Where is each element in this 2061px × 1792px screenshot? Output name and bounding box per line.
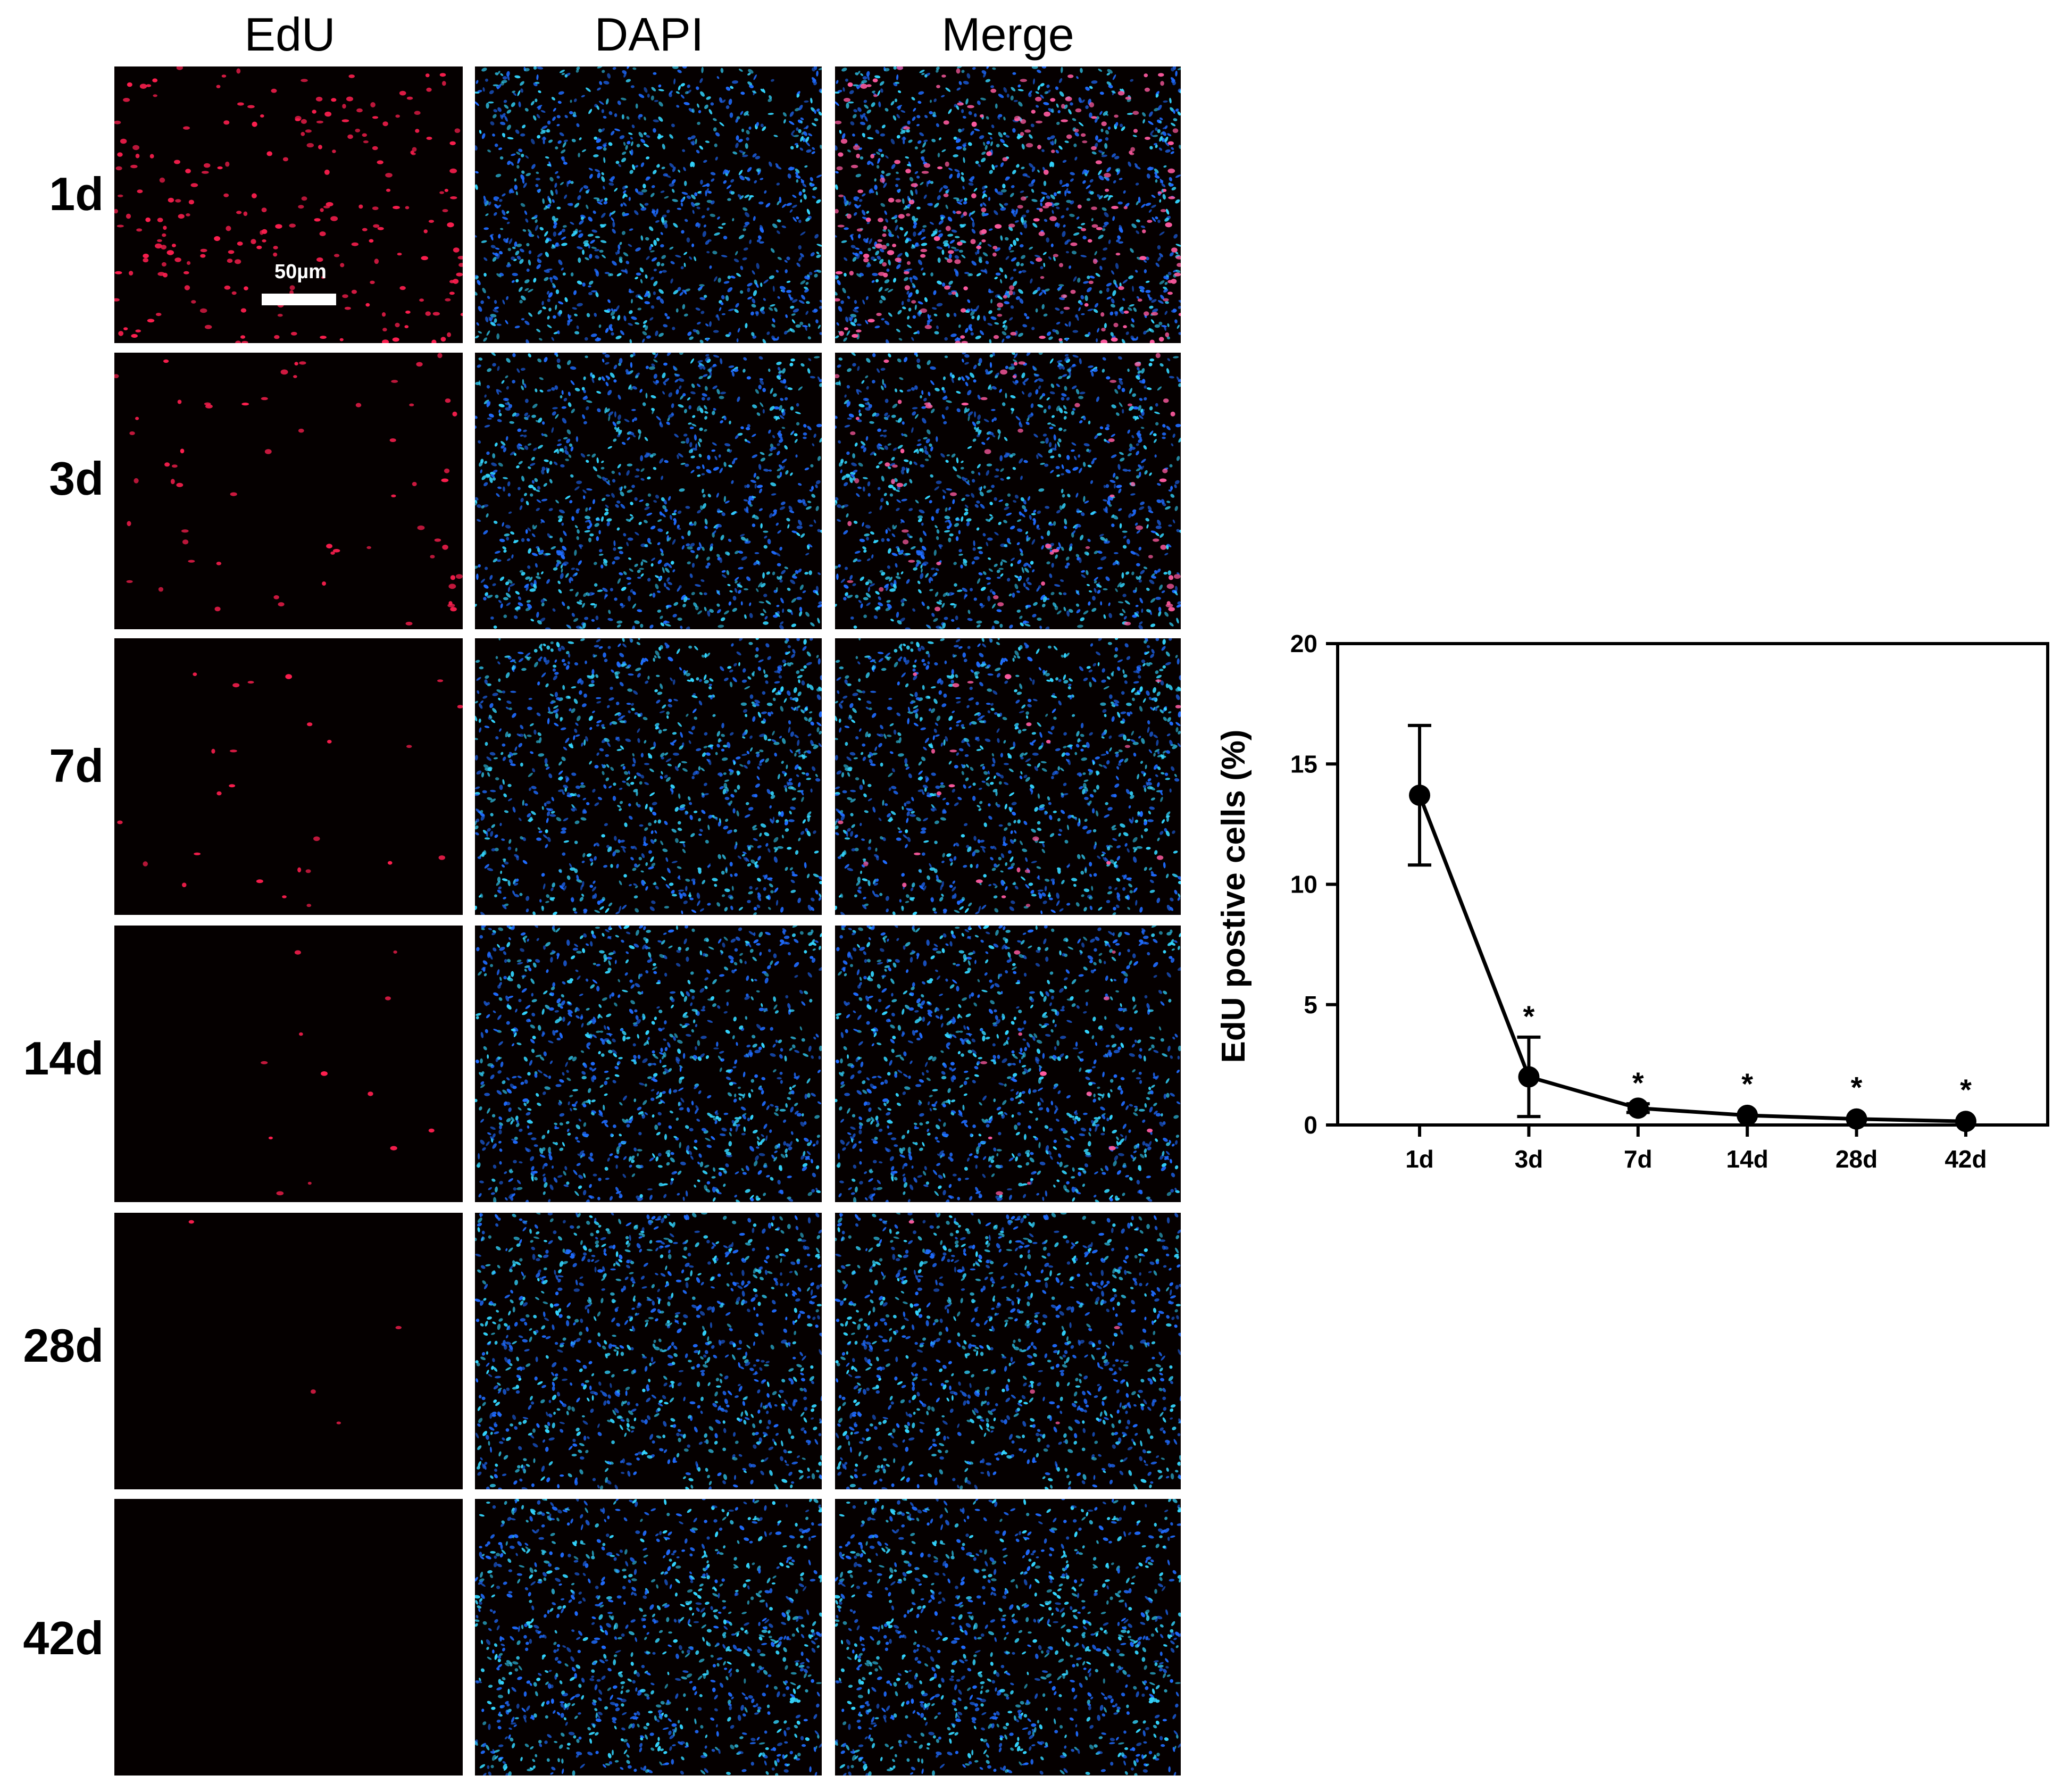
row-label-28d: 28d (23, 1319, 104, 1372)
micrograph-edu-28d (114, 1213, 463, 1489)
micrograph-edu-1d (114, 66, 463, 343)
significance-marker: * (1960, 1073, 1972, 1106)
micrograph-merge-14d (835, 926, 1181, 1202)
y-tick-label: 20 (1290, 630, 1317, 657)
row-label-14d: 14d (23, 1032, 104, 1085)
significance-marker: * (1851, 1071, 1863, 1104)
column-header-dapi: DAPI (594, 8, 704, 61)
column-header-edu: EdU (244, 8, 336, 61)
x-tick-label: 7d (1624, 1145, 1653, 1173)
micrograph-edu-3d (114, 353, 463, 629)
x-tick-label: 28d (1835, 1145, 1878, 1173)
significance-marker: * (1523, 999, 1535, 1033)
data-point (1627, 1097, 1649, 1119)
micrograph-merge-3d (835, 353, 1181, 629)
micrograph-merge-7d (835, 638, 1181, 915)
row-label-42d: 42d (23, 1612, 104, 1664)
x-tick-label: 1d (1405, 1145, 1434, 1173)
row-label-7d: 7d (49, 739, 104, 792)
y-tick-label: 15 (1290, 750, 1317, 778)
y-tick-label: 10 (1290, 871, 1317, 898)
micrograph-edu-42d (114, 1499, 463, 1776)
scale-bar-label: 50µm (274, 261, 327, 283)
micrograph-merge-1d (835, 66, 1181, 343)
series-line: * * * * * (1408, 723, 1976, 1132)
micrograph-edu-14d (114, 926, 463, 1202)
micrograph-dapi-7d (475, 638, 822, 915)
micrograph-merge-28d (835, 1213, 1181, 1489)
y-tick-label: 0 (1304, 1111, 1317, 1139)
y-axis: 0 5 10 15 20 (1290, 630, 1338, 1139)
significance-marker: * (1632, 1066, 1644, 1099)
significance-marker: * (1741, 1067, 1753, 1101)
x-tick-label: 14d (1726, 1145, 1768, 1173)
micrograph-dapi-3d (475, 353, 822, 629)
x-tick-label: 42d (1945, 1145, 1987, 1173)
y-tick-label: 5 (1304, 991, 1317, 1019)
row-label-3d: 3d (49, 452, 104, 505)
series-path (1417, 794, 1966, 1123)
micrograph-edu-7d (114, 638, 463, 915)
data-point (1409, 785, 1431, 806)
micrograph-dapi-1d (475, 66, 822, 343)
micrograph-dapi-14d (475, 926, 822, 1202)
column-header-merge: Merge (941, 8, 1074, 61)
data-point (1846, 1108, 1867, 1130)
data-point (1518, 1066, 1540, 1088)
row-label-1d: 1d (49, 168, 104, 220)
data-point (1737, 1104, 1758, 1126)
edu-line-chart: 0 5 10 15 20 1d 3d 7d 14d 28d 42d * * * * * EdU posti… (1215, 630, 2049, 1173)
data-point (1955, 1111, 1976, 1132)
x-tick-label: 3d (1515, 1145, 1543, 1173)
scale-bar (262, 294, 336, 305)
micrograph-merge-42d (835, 1499, 1181, 1776)
x-axis: 1d 3d 7d 14d 28d 42d (1405, 1125, 1987, 1173)
micrograph-dapi-42d (475, 1499, 822, 1776)
plot-frame (1336, 642, 2049, 1127)
y-axis-label: EdU postive cells (%) (1215, 729, 1252, 1063)
micrograph-dapi-28d (475, 1213, 822, 1489)
plot-border (1336, 642, 2049, 1127)
